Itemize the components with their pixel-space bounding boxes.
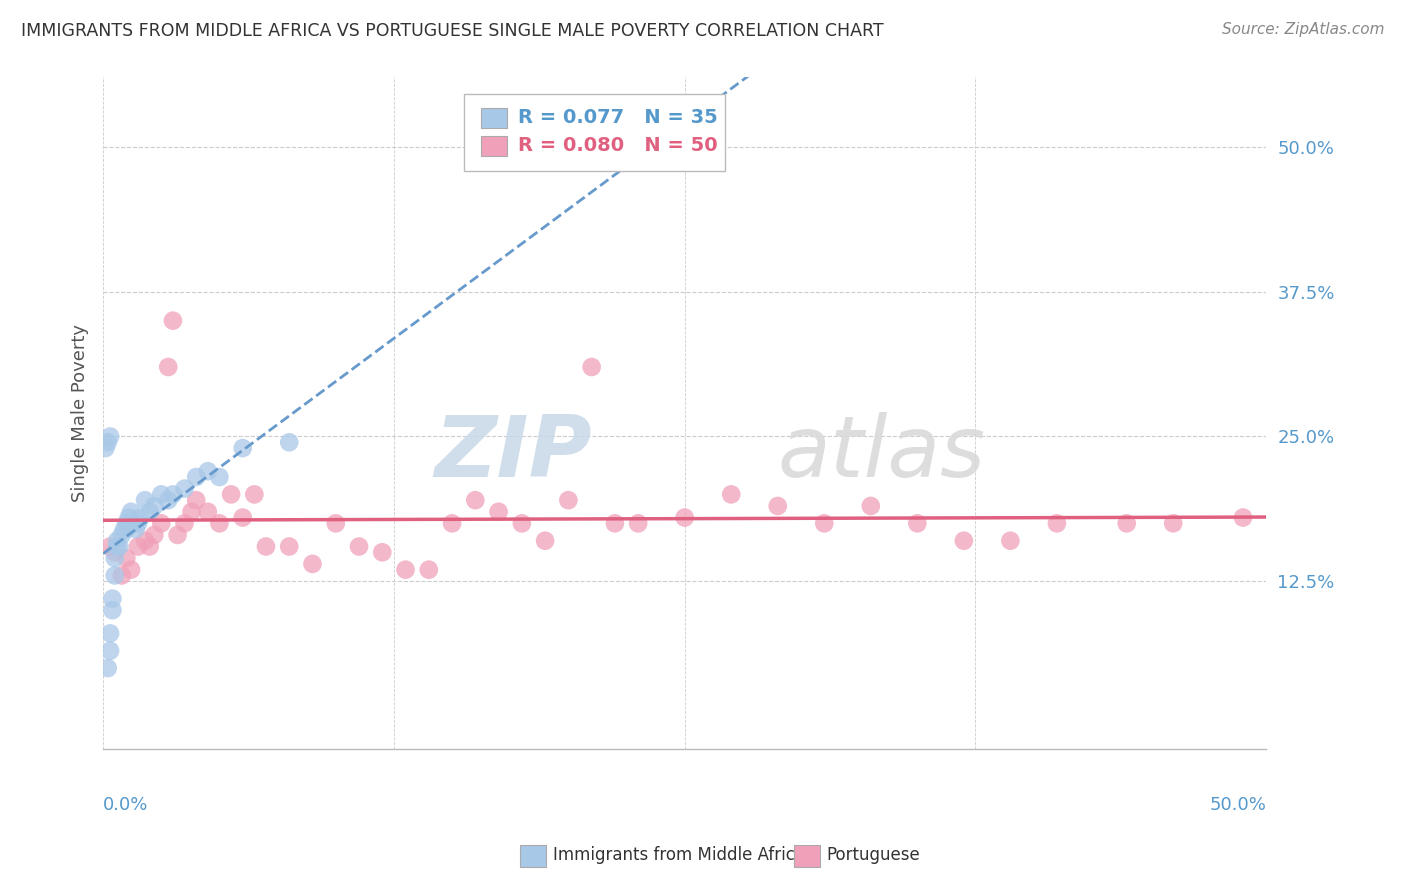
Point <box>325 516 347 531</box>
Point <box>278 435 301 450</box>
Point <box>108 540 131 554</box>
Point <box>557 493 579 508</box>
Point <box>157 359 180 374</box>
Point <box>219 487 242 501</box>
Point <box>1161 516 1184 531</box>
Point <box>138 540 160 554</box>
Text: 50.0%: 50.0% <box>1209 796 1267 814</box>
Point <box>1232 510 1254 524</box>
Point <box>120 505 142 519</box>
Point <box>104 545 127 559</box>
Point <box>120 563 142 577</box>
FancyBboxPatch shape <box>481 108 506 128</box>
Point <box>134 493 156 508</box>
Point <box>278 540 301 554</box>
Point <box>143 499 166 513</box>
Point <box>510 516 533 531</box>
Point <box>1000 533 1022 548</box>
Point <box>111 528 134 542</box>
Text: R = 0.077   N = 35: R = 0.077 N = 35 <box>519 108 718 128</box>
Point <box>197 464 219 478</box>
Point <box>254 540 277 554</box>
Point <box>98 429 121 443</box>
Point <box>394 563 416 577</box>
Point <box>488 505 510 519</box>
Text: IMMIGRANTS FROM MIDDLE AFRICA VS PORTUGUESE SINGLE MALE POVERTY CORRELATION CHAR: IMMIGRANTS FROM MIDDLE AFRICA VS PORTUGU… <box>21 22 884 40</box>
Point <box>98 626 121 640</box>
Point <box>115 516 138 531</box>
Point <box>105 533 128 548</box>
Point <box>603 516 626 531</box>
Point <box>129 510 152 524</box>
Text: ZIP: ZIP <box>434 412 592 495</box>
Point <box>122 516 145 531</box>
Point <box>627 516 650 531</box>
Point <box>173 516 195 531</box>
Point <box>581 359 603 374</box>
Point <box>166 528 188 542</box>
Point <box>232 441 254 455</box>
Point <box>157 493 180 508</box>
Point <box>104 551 127 566</box>
Point <box>243 487 266 501</box>
Point <box>134 533 156 548</box>
Point <box>162 487 184 501</box>
Point <box>97 435 120 450</box>
Point <box>208 470 231 484</box>
Point <box>534 533 557 548</box>
Point <box>464 493 486 508</box>
Point <box>101 603 124 617</box>
Point <box>118 510 141 524</box>
Point <box>127 516 149 531</box>
Point <box>905 516 928 531</box>
Text: 0.0%: 0.0% <box>103 796 149 814</box>
Text: Portuguese: Portuguese <box>827 847 921 864</box>
Point <box>97 661 120 675</box>
Point <box>94 441 117 455</box>
Point <box>180 505 202 519</box>
Point <box>859 499 882 513</box>
Point <box>953 533 976 548</box>
Point <box>105 540 128 554</box>
Point <box>104 568 127 582</box>
Point <box>1115 516 1137 531</box>
Point <box>112 522 135 536</box>
Point <box>98 644 121 658</box>
Point <box>347 540 370 554</box>
Point <box>111 568 134 582</box>
Point <box>441 516 464 531</box>
Point <box>418 563 440 577</box>
Text: atlas: atlas <box>778 412 986 495</box>
Point <box>98 540 121 554</box>
Point <box>138 505 160 519</box>
Text: Immigrants from Middle Africa: Immigrants from Middle Africa <box>553 847 804 864</box>
Text: R = 0.080   N = 50: R = 0.080 N = 50 <box>519 136 718 155</box>
Point <box>115 522 138 536</box>
Point <box>125 522 148 536</box>
FancyBboxPatch shape <box>464 95 725 171</box>
Y-axis label: Single Male Poverty: Single Male Poverty <box>72 325 89 502</box>
Point <box>301 557 323 571</box>
Point <box>186 493 208 508</box>
Point <box>101 591 124 606</box>
Point <box>186 470 208 484</box>
Point <box>150 487 173 501</box>
Point <box>162 313 184 327</box>
Point <box>720 487 742 501</box>
Point <box>371 545 394 559</box>
Point <box>1046 516 1069 531</box>
Point <box>232 510 254 524</box>
Point <box>197 505 219 519</box>
Point <box>115 551 138 566</box>
Point <box>673 510 696 524</box>
Point <box>173 482 195 496</box>
Point <box>150 516 173 531</box>
Point <box>208 516 231 531</box>
Text: Source: ZipAtlas.com: Source: ZipAtlas.com <box>1222 22 1385 37</box>
Point <box>813 516 835 531</box>
Point <box>143 528 166 542</box>
Point <box>127 540 149 554</box>
Point <box>766 499 789 513</box>
FancyBboxPatch shape <box>481 136 506 156</box>
